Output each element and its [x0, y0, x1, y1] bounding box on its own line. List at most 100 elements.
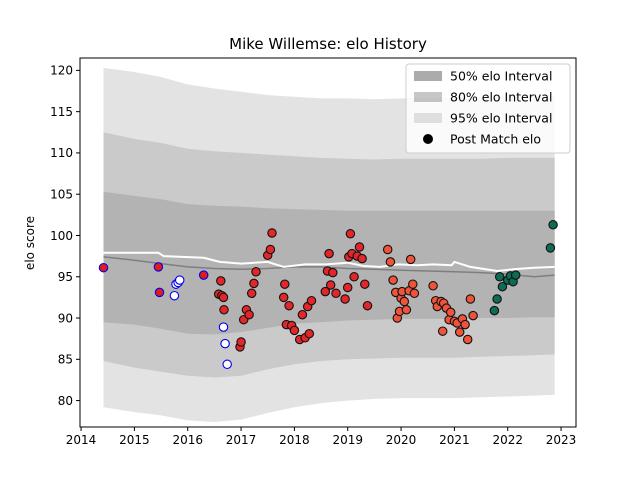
mean-elo-line	[103, 256, 555, 278]
legend-swatch-band	[414, 71, 442, 81]
data-point-red	[297, 309, 308, 320]
data-point-red	[278, 292, 289, 303]
data-point-red	[246, 288, 257, 299]
data-point-orange-red	[468, 310, 478, 321]
data-point-red	[216, 276, 226, 286]
data-point-red	[251, 267, 261, 277]
x-tick-label: 2022	[492, 433, 523, 447]
legend-box	[405, 63, 571, 154]
data-point-red	[340, 294, 350, 304]
data-point-red-blue	[198, 270, 209, 280]
data-point-red-blue	[154, 287, 165, 298]
y-tick-label: 110	[50, 146, 73, 160]
legend-swatch-marker	[423, 134, 433, 144]
data-point-orange-red	[385, 257, 396, 267]
data-point-red	[280, 279, 290, 289]
plot-area	[98, 67, 558, 423]
data-point-red	[236, 337, 246, 347]
data-point-red	[354, 242, 365, 252]
axes-frame	[79, 57, 577, 428]
y-tick-label: 80	[58, 394, 73, 408]
data-point-green	[545, 243, 556, 253]
x-tick-label: 2017	[226, 433, 257, 447]
data-point-red	[324, 248, 334, 259]
data-point-orange-red	[399, 296, 410, 307]
data-point-orange-red	[428, 281, 438, 291]
data-point-green	[489, 305, 500, 316]
data-point-orange-red	[465, 294, 476, 304]
x-tick-label: 2019	[332, 433, 363, 447]
data-point-blue	[220, 338, 230, 349]
data-point-red	[289, 325, 300, 336]
data-point-blue	[169, 290, 180, 301]
data-point-orange-red	[409, 288, 420, 299]
data-point-orange-red	[388, 275, 398, 285]
data-point-orange-red	[408, 279, 418, 289]
y-tick-label: 85	[58, 353, 73, 367]
x-tick-label: 2018	[279, 433, 310, 447]
data-point-red	[306, 295, 317, 306]
y-tick-label: 120	[50, 64, 73, 78]
y-tick-label: 115	[50, 105, 73, 119]
data-point-green	[497, 281, 508, 292]
data-point-red	[357, 253, 367, 264]
x-tick-label: 2016	[172, 433, 203, 447]
legend: 50% elo Interval 80% elo Interval 95% elo …	[405, 63, 571, 154]
legend-swatch-band	[414, 92, 442, 102]
y-tick-label: 95	[58, 270, 73, 284]
data-point-orange-red	[405, 254, 416, 265]
data-point-green	[492, 294, 502, 304]
data-point-orange-red	[437, 326, 448, 336]
x-tick-label: 2015	[119, 433, 150, 447]
data-point-orange-red	[462, 334, 473, 345]
data-point-red	[265, 244, 276, 255]
data-point-red	[360, 279, 370, 289]
data-point-blue	[222, 359, 232, 370]
legend-swatch-band	[414, 113, 442, 123]
data-point-red-blue	[98, 262, 109, 273]
data-point-blue	[174, 275, 185, 285]
y-tick-label: 105	[50, 188, 73, 202]
band-50	[103, 191, 555, 335]
data-point-red	[342, 282, 353, 293]
data-point-green	[510, 270, 521, 280]
data-point-red	[304, 328, 315, 339]
data-point-orange-red	[454, 327, 465, 337]
data-point-red-blue	[153, 262, 164, 272]
data-point-red	[349, 272, 359, 282]
data-point-red	[328, 267, 338, 278]
data-point-red	[218, 292, 229, 303]
data-point-green	[548, 220, 558, 230]
data-point-red	[284, 300, 294, 311]
data-point-red	[320, 286, 331, 297]
data-point-green	[494, 272, 505, 282]
data-point-red	[249, 278, 259, 289]
data-point-blue	[218, 322, 229, 332]
data-point-orange-red	[401, 305, 412, 315]
x-tick-label: 2023	[546, 433, 577, 447]
data-point-red	[345, 229, 356, 239]
data-point-orange-red	[460, 319, 470, 330]
legend-label: 95% elo Interval	[450, 111, 552, 126]
legend-label: 80% elo Interval	[450, 90, 552, 105]
x-tick-label: 2014	[66, 433, 97, 447]
data-point-red	[331, 288, 341, 299]
legend-label: Post Match elo	[450, 132, 541, 147]
data-point-red	[267, 228, 277, 238]
x-tick-label: 2020	[386, 433, 417, 447]
data-point-orange-red	[382, 244, 393, 255]
data-point-red	[325, 280, 336, 290]
data-point-red	[219, 305, 229, 315]
chart-title: Mike Willemse: elo History	[229, 35, 427, 53]
axes: 2014 2015 2016 2017 2018 2019 2020 2021 2022 2023…	[50, 57, 577, 447]
y-tick-label: 100	[50, 229, 73, 243]
data-point-red	[244, 309, 254, 320]
data-point-orange-red	[445, 307, 456, 318]
x-tick-label: 2021	[439, 433, 470, 447]
y-axis-label: elo score	[23, 216, 37, 270]
data-point-red	[362, 300, 373, 311]
y-tick-label: 90	[58, 311, 73, 325]
legend-label: 50% elo Interval	[450, 69, 552, 84]
elo-line	[103, 251, 555, 273]
